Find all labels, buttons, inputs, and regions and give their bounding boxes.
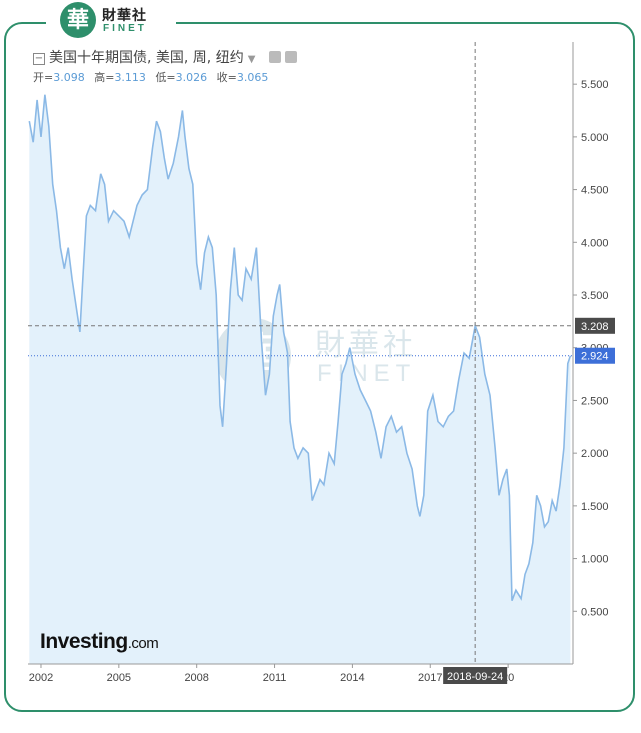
yield-area-fill: [29, 94, 571, 664]
x-tick-label: 2014: [340, 672, 364, 684]
y-tick-label: 2.000: [581, 448, 609, 460]
x-tick-label: 2002: [29, 672, 53, 684]
close-label: 收=: [216, 71, 237, 84]
x-tick-label: 2008: [184, 672, 208, 684]
card-frame: [4, 22, 635, 712]
close-value: 3.065: [236, 71, 269, 84]
crosshair-date-text: 2018-09-24: [447, 671, 503, 683]
high-label: 高=: [94, 71, 115, 84]
high-value: 3.113: [114, 71, 146, 84]
investing-logo-suffix: .com: [127, 635, 159, 652]
ohlc-readout: 开=3.098 高=3.113 低=3.026 收=3.065: [33, 69, 274, 85]
visibility-icon[interactable]: [269, 51, 282, 63]
x-tick-label: 2011: [263, 672, 287, 684]
y-tick-label: 3.500: [581, 290, 609, 302]
open-value: 3.098: [53, 71, 85, 84]
crosshair-date-label: 2018-09-24: [443, 667, 508, 684]
chart-title-row: − 美国十年期国债, 美国, 周, 纽约 ▼: [33, 47, 298, 67]
chart-title: 美国十年期国债, 美国, 周, 纽约: [49, 50, 244, 66]
investing-logo-main: Investing: [40, 630, 128, 653]
x-tick-label: 2017: [418, 672, 442, 684]
y-tick-label: 4.000: [581, 237, 609, 249]
finet-logo-name-cn: 財華社: [102, 8, 147, 24]
y-tick-label: 5.000: [581, 132, 609, 144]
y-tick-label: 5.500: [581, 79, 609, 91]
low-label: 低=: [155, 71, 176, 84]
y-tick-label: 4.500: [581, 185, 609, 197]
finet-logo-mark: 華: [60, 2, 96, 38]
chevron-down-icon[interactable]: ▼: [247, 54, 256, 65]
crosshair-value-text: 3.208: [581, 321, 609, 333]
open-label: 开=: [33, 71, 54, 84]
x-axis-ticks: 2002 2005 2008 2011 2014 2017 20: [29, 664, 514, 684]
yield-series-line: [28, 94, 572, 601]
y-tick-label: 0.500: [581, 606, 609, 618]
low-value: 3.026: [175, 71, 208, 84]
collapse-icon[interactable]: −: [33, 53, 45, 65]
y-axis-ticks: 0.5001.0001.5002.0002.5003.0003.5004.000…: [573, 79, 609, 618]
finet-logo: 華 財華社 FINET: [46, 0, 176, 42]
settings-icon[interactable]: [285, 51, 298, 63]
y-tick-label: 2.500: [581, 395, 609, 407]
finet-logo-name-en: FINET: [103, 23, 147, 34]
x-tick-label: 2005: [107, 672, 131, 684]
y-tick-label: 1.000: [581, 554, 609, 566]
investing-logo: Investing.com: [40, 630, 159, 654]
current-value-label: 2.924: [575, 347, 615, 364]
y-tick-label: 1.500: [581, 501, 609, 513]
current-value-text: 2.924: [581, 351, 609, 363]
crosshair-value-label: 3.208: [575, 317, 615, 334]
